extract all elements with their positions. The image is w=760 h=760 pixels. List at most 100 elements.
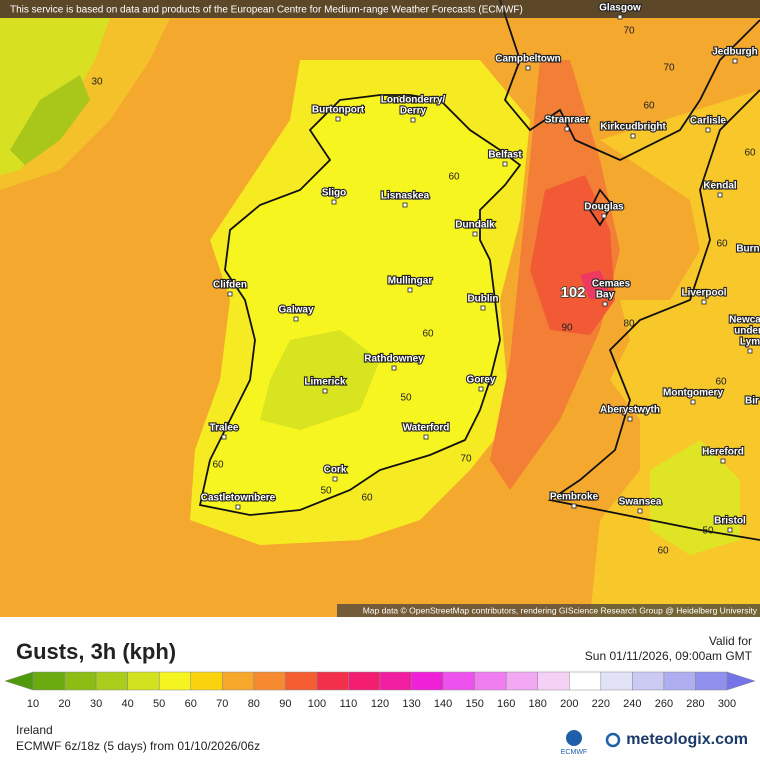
city-label: Tralee — [210, 423, 239, 434]
ecmwf-icon — [566, 730, 582, 746]
city-dot — [564, 126, 570, 132]
city-label: Cork — [324, 465, 347, 476]
field — [260, 330, 380, 430]
city-dot — [571, 503, 577, 509]
legend-tick-label: 260 — [655, 698, 673, 710]
city-dot — [293, 316, 299, 322]
legend-swatch — [695, 671, 728, 691]
legend-swatch — [127, 671, 160, 691]
contour-label: 70 — [663, 63, 675, 74]
legend-swatch — [569, 671, 602, 691]
city-dot — [322, 388, 328, 394]
city-dot — [472, 231, 478, 237]
legend-swatch — [222, 671, 255, 691]
legend-tick-label: 240 — [623, 698, 641, 710]
city-dot — [332, 476, 338, 482]
legend-tick-label: 80 — [248, 698, 260, 710]
contour-label: 60 — [716, 239, 728, 250]
contour-label: 60 — [212, 460, 224, 471]
legend-tick-label: 200 — [560, 698, 578, 710]
model-run: ECMWF 6z/18z (5 days) from 01/10/2026/06… — [16, 739, 260, 753]
contour-label: 60 — [361, 493, 373, 504]
legend-arrow-high — [726, 671, 756, 691]
city-dot — [601, 213, 607, 219]
map: This service is based on data and produc… — [0, 0, 760, 617]
valid-time: Sun 01/11/2026, 09:00am GMT — [585, 649, 753, 663]
city-label: Kendal — [703, 181, 737, 192]
max-label: 102 — [560, 284, 585, 301]
legend-tick-label: 110 — [340, 698, 358, 710]
city-label: Aberystwyth — [600, 405, 660, 416]
city-label: Londonderry/ — [381, 95, 446, 106]
legend-tick-label: 130 — [402, 698, 420, 710]
legend-tick-label: 220 — [592, 698, 610, 710]
city-dot — [478, 386, 484, 392]
contour-label: 90 — [561, 323, 573, 334]
legend-swatch — [285, 671, 318, 691]
city-dot — [717, 192, 723, 198]
city-dot — [637, 508, 643, 514]
contour-label: 60 — [744, 148, 756, 159]
legend-tick-label: 10 — [27, 698, 39, 710]
city-dot — [502, 161, 508, 167]
city-label: Campbeltown — [495, 54, 561, 65]
city-dot — [630, 133, 636, 139]
city-dot — [335, 116, 341, 122]
city-dot — [705, 127, 711, 133]
city-dot — [235, 504, 241, 510]
city-label: Clifden — [213, 280, 247, 291]
contour-label: 60 — [448, 172, 460, 183]
city-label: Cemaes — [592, 279, 631, 290]
city-label: Galway — [278, 305, 313, 316]
city-dot — [617, 14, 623, 20]
field — [10, 75, 90, 165]
legend-tick-label: 150 — [465, 698, 483, 710]
city-label: Bay — [596, 290, 615, 301]
city-label: Waterford — [403, 423, 450, 434]
city-dot — [727, 527, 733, 533]
city-dot — [480, 305, 486, 311]
legend-swatch — [158, 671, 191, 691]
city-dot — [221, 434, 227, 440]
city-label: Pembroke — [550, 492, 599, 503]
city-label: Montgomery — [663, 388, 723, 399]
legend-swatch — [316, 671, 349, 691]
city-label: under — [734, 326, 760, 337]
city-label: Gorey — [467, 375, 496, 386]
attribution: Map data © OpenStreetMap contributors, r… — [363, 605, 758, 615]
city-label: Glasgow — [599, 3, 641, 14]
contour-label: 50 — [702, 526, 714, 537]
legend-swatch — [64, 671, 97, 691]
legend-swatch — [32, 671, 65, 691]
city-label: Swansea — [619, 497, 662, 508]
city-dot — [331, 199, 337, 205]
city-label: Kirkcudbright — [600, 122, 666, 133]
legend-swatch — [600, 671, 633, 691]
contour-label: 60 — [643, 101, 655, 112]
legend-tick-label: 140 — [434, 698, 452, 710]
city-dot — [227, 291, 233, 297]
contour-label: 70 — [460, 454, 472, 465]
legend-tick-label: 50 — [153, 698, 165, 710]
valid-label: Valid for — [709, 634, 752, 648]
legend-swatch — [442, 671, 475, 691]
city-label: Jedburgh — [712, 47, 758, 58]
legend-tick-label: 20 — [58, 698, 70, 710]
city-dot — [732, 58, 738, 64]
city-dot — [402, 202, 408, 208]
city-dot — [391, 365, 397, 371]
city-label: Castletownbere — [201, 493, 276, 504]
contour-label: 60 — [657, 546, 669, 557]
legend-swatch — [95, 671, 128, 691]
city-label: Belfast — [488, 150, 522, 161]
legend-arrow-low — [4, 671, 34, 691]
contour-label: 50 — [400, 393, 412, 404]
legend-swatch — [537, 671, 570, 691]
brand: meteologix.com — [626, 731, 748, 748]
legend-swatch — [379, 671, 412, 691]
city-dot — [747, 348, 753, 354]
ecmwf-logo: ECMWF — [561, 749, 587, 756]
legend-swatch — [190, 671, 223, 691]
